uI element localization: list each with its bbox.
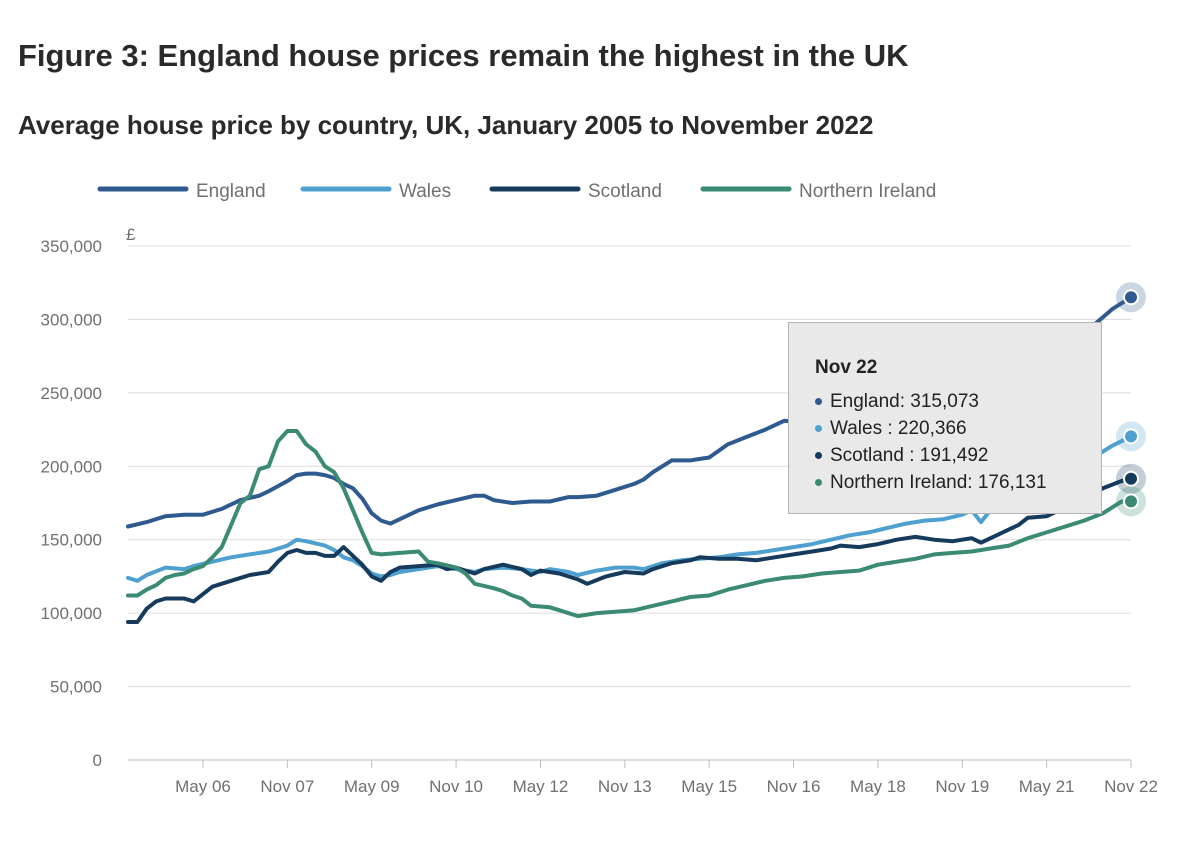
tooltip-row-england: England: 315,073 xyxy=(815,388,1101,415)
chart-subtitle: Average house price by country, UK, Janu… xyxy=(18,110,874,140)
tooltip-row-label: Wales : 220,366 xyxy=(830,417,967,439)
x-tick-label: May 09 xyxy=(344,777,400,796)
endpoint-marker-scotland[interactable] xyxy=(1123,470,1139,487)
tooltip-title: Nov 22 xyxy=(815,357,878,378)
england-dot-icon xyxy=(815,398,822,405)
x-tick-label: Nov 10 xyxy=(429,777,483,796)
x-tick-label: May 21 xyxy=(1019,777,1075,796)
series-endpoints[interactable] xyxy=(1116,282,1146,517)
y-axis: 350,000 300,000 250,000 200,000 150,000 100,0… xyxy=(41,237,102,770)
scotland-dot-icon xyxy=(815,452,822,459)
x-tick-label: Nov 13 xyxy=(598,777,652,796)
y-axis-unit-label: £ xyxy=(126,225,136,244)
y-tick-label: 100,000 xyxy=(41,604,102,623)
x-tick-label: May 06 xyxy=(175,777,231,796)
y-tick-label: 200,000 xyxy=(41,457,102,476)
tooltip-row-northern-ireland: Northern Ireland: 176,131 xyxy=(815,469,1101,496)
tooltip-row-label: England: 315,073 xyxy=(830,390,979,412)
series-line-scotland[interactable] xyxy=(126,476,1133,624)
endpoint-marker-northern-ireland[interactable] xyxy=(1123,493,1139,510)
legend-label-england: England xyxy=(196,181,266,202)
endpoint-marker-wales[interactable] xyxy=(1123,428,1139,445)
y-tick-label: 0 xyxy=(93,751,102,770)
y-tick-label: 350,000 xyxy=(41,237,102,256)
legend-label-scotland: Scotland xyxy=(588,181,662,202)
wales-dot-icon xyxy=(815,425,822,432)
y-tick-label: 250,000 xyxy=(41,384,102,403)
y-tick-label: 300,000 xyxy=(41,310,102,329)
series-line-wales[interactable] xyxy=(126,434,1133,583)
legend-label-northern-ireland: Northern Ireland xyxy=(799,181,936,202)
y-tick-label: 50,000 xyxy=(50,678,102,697)
legend: England Wales Scotland Northern Ireland xyxy=(97,181,936,202)
chart-title: Figure 3: England house prices remain th… xyxy=(18,38,909,73)
endpoint-marker-england[interactable] xyxy=(1123,289,1139,306)
x-tick-label: Nov 22 xyxy=(1104,777,1158,796)
x-tick-label: May 15 xyxy=(681,777,737,796)
tooltip: Nov 22 England: 315,073 Wales : 220,366 … xyxy=(788,322,1102,514)
x-tick-label: May 12 xyxy=(513,777,569,796)
x-tick-label: Nov 19 xyxy=(935,777,989,796)
tooltip-row-scotland: Scotland : 191,492 xyxy=(815,442,1101,469)
legend-label-wales: Wales xyxy=(399,181,451,202)
northern-ireland-dot-icon xyxy=(815,479,822,486)
x-tick-label: May 18 xyxy=(850,777,906,796)
x-tick-label: Nov 16 xyxy=(767,777,821,796)
x-tick-label: Nov 07 xyxy=(260,777,314,796)
x-axis: May 06 Nov 07 May 09 Nov 10 May 12 Nov 13 May … xyxy=(128,759,1158,796)
tooltip-row-wales: Wales : 220,366 xyxy=(815,415,1101,442)
tooltip-row-label: Scotland : 191,492 xyxy=(830,444,989,466)
tooltip-row-label: Northern Ireland: 176,131 xyxy=(830,471,1047,493)
series-line-northern-ireland[interactable] xyxy=(126,429,1133,619)
y-tick-label: 150,000 xyxy=(41,531,102,550)
